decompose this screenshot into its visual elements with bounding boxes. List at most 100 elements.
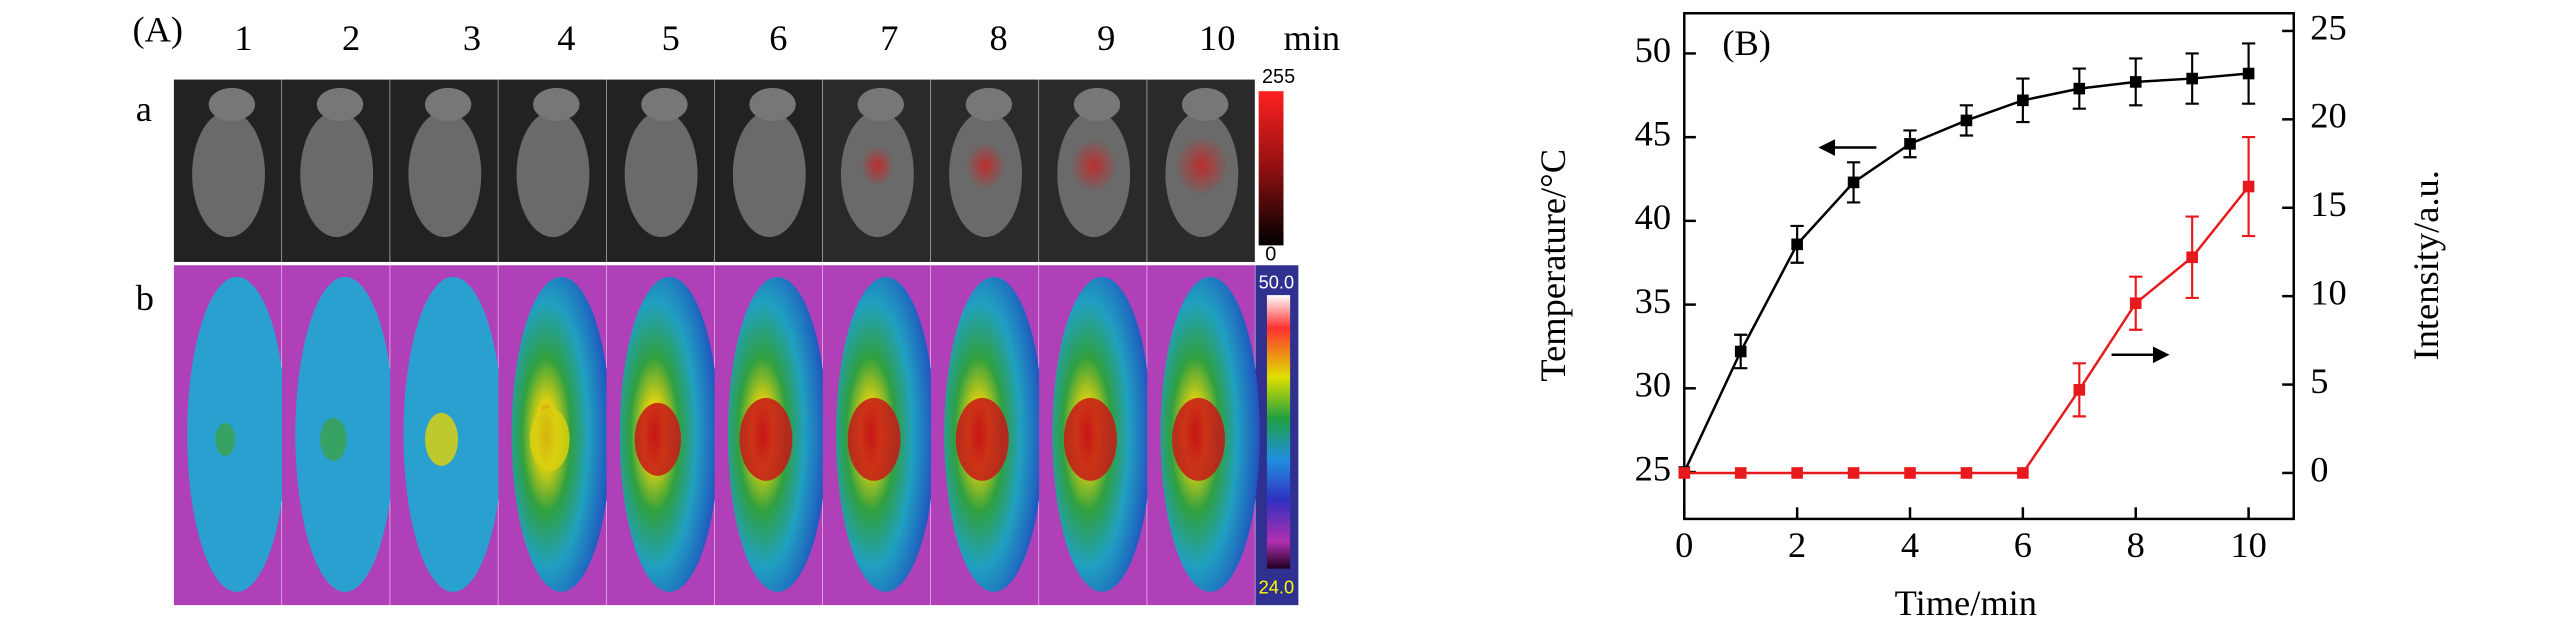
marker — [1904, 138, 1916, 150]
y2-tick-label: 10 — [2310, 272, 2346, 312]
y-tick-label: 45 — [1635, 114, 1671, 154]
thermal-core — [739, 397, 793, 481]
scale-label: 255 — [1262, 66, 1295, 88]
marker — [2073, 82, 2086, 95]
fluorescence-glow — [1070, 139, 1117, 193]
thermal-core — [955, 397, 1009, 481]
thermal-core — [529, 407, 570, 471]
marker — [1678, 467, 1691, 479]
time-label: 9 — [1097, 18, 1115, 58]
y-tick-label: 40 — [1635, 197, 1671, 237]
x-axis-label: Time/min — [1895, 583, 2037, 623]
y-axis-label: Temperature/°C — [1533, 149, 1573, 382]
mouse-body — [732, 111, 806, 238]
row-label: b — [136, 278, 154, 318]
thermal-core — [634, 402, 682, 476]
marker — [2129, 297, 2142, 310]
mouse-body — [516, 111, 590, 238]
x-tick-label: 2 — [1788, 525, 1806, 565]
mouse-head — [749, 87, 796, 122]
thermal-core — [320, 417, 347, 461]
marker — [1847, 176, 1860, 189]
time-label: 10 — [1199, 18, 1235, 58]
thermal-core — [847, 397, 901, 481]
time-label: 5 — [662, 18, 680, 58]
x-tick-label: 8 — [2127, 525, 2145, 565]
time-label: 4 — [557, 18, 575, 58]
marker — [1734, 345, 1747, 358]
marker — [1904, 467, 1916, 479]
y2-tick-label: 5 — [2310, 361, 2328, 401]
marker — [1847, 467, 1860, 479]
panel-b-axes: (B) Time/min Temperature/°C Intensity/a.… — [1533, 12, 2446, 623]
time-unit: min — [1284, 18, 1341, 58]
row-label: a — [136, 89, 152, 129]
fluorescence-glow — [860, 145, 894, 186]
marker — [1791, 467, 1803, 479]
mouse-head — [316, 87, 364, 122]
fluorescence-glow — [1175, 135, 1229, 196]
chart-title: (B) — [1722, 23, 1771, 63]
marker — [1960, 467, 1973, 479]
x-tick-label: 6 — [2014, 525, 2032, 565]
mouse-body — [192, 111, 265, 238]
thermal-core — [1172, 397, 1226, 481]
marker — [2186, 251, 2198, 264]
arrow-head — [1818, 139, 1835, 156]
thermal-core — [424, 412, 459, 466]
mouse-head — [1073, 87, 1121, 122]
time-label: 1 — [234, 18, 252, 58]
fluorescence-glow — [965, 142, 1006, 189]
mouse-head — [965, 87, 1013, 122]
marker — [2017, 467, 2029, 479]
series-line — [1684, 185, 2250, 475]
y-tick-label: 25 — [1635, 448, 1671, 488]
y2-tick-label: 0 — [2310, 449, 2328, 489]
time-label: 3 — [463, 18, 481, 58]
x-tick-label: 10 — [2230, 525, 2266, 565]
mouse-head — [208, 87, 256, 122]
mouse-head — [533, 87, 580, 122]
panel-a: (A) min a b 255 0 50.0 24.0 — [132, 10, 1340, 606]
y2-axis-label: Intensity/a.u. — [2406, 170, 2446, 360]
x-tick-label: 0 — [1675, 525, 1693, 565]
marker — [2186, 72, 2198, 85]
marker — [1734, 467, 1747, 479]
y-tick-label: 35 — [1635, 281, 1671, 321]
x-tick-label: 4 — [1901, 525, 1919, 565]
mouse-head — [1181, 87, 1229, 122]
marker — [2242, 67, 2255, 80]
time-label: 6 — [769, 18, 787, 58]
mouse-head — [857, 87, 904, 122]
y2-tick-label: 15 — [2310, 184, 2346, 224]
time-label: 7 — [880, 18, 898, 58]
y2-tick-label: 25 — [2310, 7, 2346, 47]
thermal-core — [1063, 397, 1117, 481]
marker — [2129, 76, 2142, 88]
colorbar — [1258, 91, 1284, 246]
marker — [2073, 384, 2086, 396]
marker — [2242, 180, 2255, 193]
colorbar — [1266, 295, 1291, 569]
mouse-body — [300, 111, 374, 238]
scale-label: 0 — [1265, 244, 1276, 266]
y-tick-label: 30 — [1635, 365, 1671, 405]
marker — [1960, 114, 1973, 127]
mouse-body — [408, 111, 482, 238]
y-tick-label: 50 — [1635, 30, 1671, 70]
thermal-body — [187, 276, 287, 592]
mouse-body — [624, 111, 698, 238]
thermal-core — [215, 422, 236, 456]
time-label: 8 — [990, 18, 1008, 58]
time-label: 2 — [342, 18, 360, 58]
marker — [1791, 238, 1803, 251]
plot-frame — [1683, 12, 2295, 521]
mouse-head — [424, 87, 472, 122]
mouse-head — [641, 87, 688, 122]
scale-label: 24.0 — [1259, 577, 1294, 597]
scale-label: 50.0 — [1259, 272, 1294, 292]
arrow-head — [2152, 346, 2170, 364]
y2-tick-label: 20 — [2310, 96, 2346, 136]
marker — [2017, 94, 2029, 107]
